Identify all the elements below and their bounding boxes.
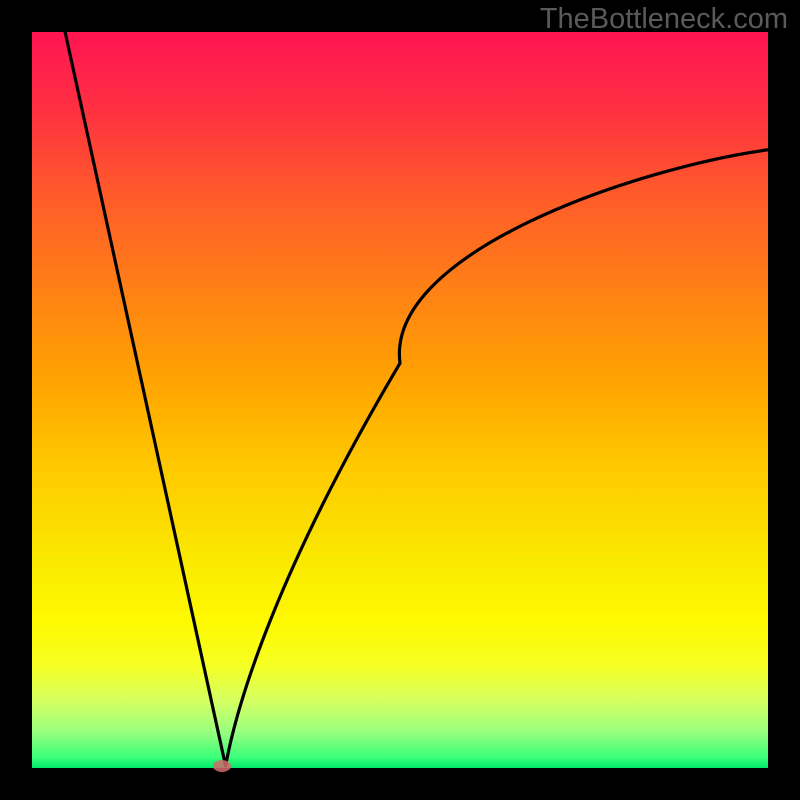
curve-path (65, 32, 768, 766)
bottleneck-curve (32, 32, 768, 768)
stage: TheBottleneck.com (0, 0, 800, 800)
attribution-text: TheBottleneck.com (540, 3, 788, 36)
trough-marker (213, 760, 231, 772)
plot-area (32, 32, 768, 768)
